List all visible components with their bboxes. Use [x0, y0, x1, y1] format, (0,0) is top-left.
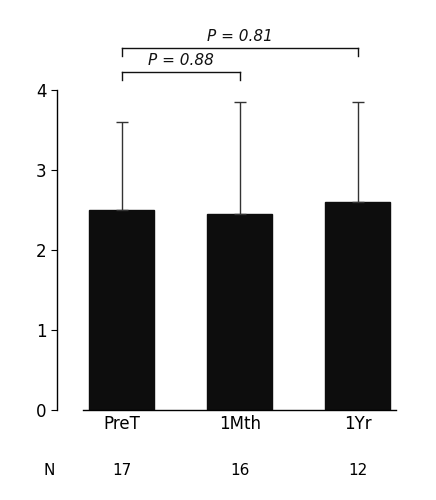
- Text: P = 0.81: P = 0.81: [207, 30, 273, 44]
- Bar: [207, 214, 272, 410]
- Text: 17: 17: [112, 463, 131, 478]
- Text: P = 0.88: P = 0.88: [148, 54, 214, 68]
- Text: 16: 16: [230, 463, 249, 478]
- Text: 12: 12: [348, 463, 368, 478]
- Bar: [89, 210, 154, 410]
- Bar: [325, 202, 390, 410]
- Text: N: N: [44, 463, 55, 478]
